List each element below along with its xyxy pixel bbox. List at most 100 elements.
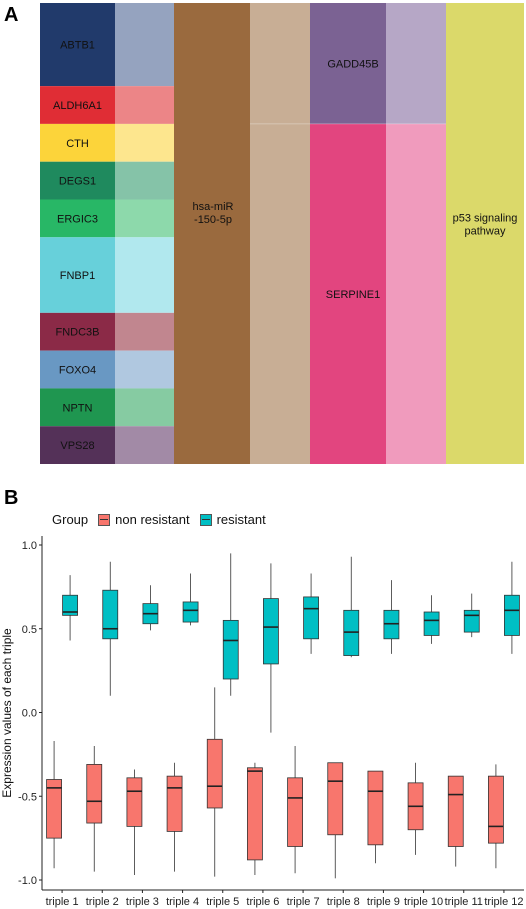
gene-block-ergic3	[40, 199, 115, 238]
box-body	[263, 598, 279, 665]
gene-block-vps28	[40, 426, 115, 464]
box-non-resistant-triple-2	[86, 746, 103, 872]
gene-link-vps28	[115, 426, 174, 464]
box-non-resistant-triple-5	[206, 687, 223, 877]
y-tick-label: -1.0	[18, 875, 37, 887]
legend-label-resistant: resistant	[216, 512, 266, 527]
gene-link-degs1	[115, 161, 174, 200]
box-resistant-triple-3	[142, 585, 159, 631]
y-tick-label: -0.5	[18, 791, 37, 803]
box-non-resistant-triple-3	[126, 769, 143, 875]
pathway-label: p53 signaling pathway	[453, 213, 518, 238]
boxplot-chart: -1.0 -0.5 0.0 0.5 1.0 Expression values of ea…	[0, 536, 524, 908]
mirna-link-gadd45b	[250, 3, 310, 124]
box-resistant-triple-6	[263, 563, 279, 733]
gene-link-nptn	[115, 388, 174, 427]
gene-label-nptn: NPTN	[63, 402, 93, 414]
x-tick-label-triple-1: triple 1	[46, 896, 79, 908]
pathway-block	[446, 3, 524, 464]
gene-label-cth: CTH	[66, 138, 89, 150]
x-tick-label-triple-11: triple 11	[445, 896, 483, 908]
box-resistant-triple-10	[423, 595, 440, 644]
gene-block-fnbp1	[40, 237, 115, 313]
box-body	[303, 596, 319, 640]
box-body	[287, 777, 303, 847]
x-tick-label-triple-2: triple 2	[86, 896, 119, 908]
box-body	[463, 609, 480, 633]
box-resistant-triple-2	[102, 561, 119, 696]
box-resistant-triple-12	[504, 561, 520, 654]
box-resistant-triple-5	[222, 553, 239, 696]
box-body	[182, 601, 199, 623]
box-body	[126, 777, 143, 827]
gene-label-foxo4: FOXO4	[59, 365, 96, 377]
x-tick-label-triple-6: triple 6	[246, 896, 279, 908]
legend: Group non resistant resistant	[52, 512, 266, 527]
gene-label-fndc3b: FNDC3B	[55, 327, 99, 339]
gene-link-cth	[115, 123, 174, 162]
x-tick-label-triple-5: triple 5	[206, 896, 239, 908]
box-resistant-triple-11	[463, 593, 480, 638]
mirna-label: hsa-miR -150-5p	[193, 201, 234, 226]
box-non-resistant-triple-6	[247, 762, 263, 875]
gene-label-aldh6a1: ALDH6A1	[53, 100, 102, 112]
gene-block-foxo4	[40, 350, 115, 389]
mirna-link-serpine1	[250, 123, 310, 464]
legend-title: Group	[52, 512, 89, 527]
panel-a-letter: A	[4, 4, 19, 26]
x-tick-label-triple-3: triple 3	[126, 896, 159, 908]
gene-link-abtb1	[115, 3, 174, 87]
gene-link-aldh6a1	[115, 86, 174, 124]
box-body	[488, 775, 504, 844]
gene-link-fndc3b	[115, 312, 174, 351]
x-tick-label-triple-9: triple 9	[367, 896, 400, 908]
box-body	[206, 738, 223, 809]
box-resistant-triple-7	[303, 573, 319, 654]
legend-label-non-resistant: non resistant	[115, 512, 190, 527]
box-body	[86, 764, 103, 824]
gene-block-nptn	[40, 388, 115, 427]
box-non-resistant-triple-1	[46, 740, 62, 869]
box-non-resistant-triple-10	[407, 762, 424, 855]
box-body	[102, 589, 119, 640]
gene-label-abtb1: ABTB1	[60, 40, 95, 52]
gene-block-cth	[40, 123, 115, 162]
gene-block-aldh6a1	[40, 86, 115, 124]
box-non-resistant-triple-12	[488, 764, 504, 869]
box-non-resistant-triple-8	[327, 762, 344, 879]
box-resistant-triple-1	[62, 575, 78, 641]
box-non-resistant-triple-7	[287, 746, 303, 874]
box-body	[62, 594, 78, 616]
target-label-serpine1: SERPINE1	[326, 289, 380, 301]
gene-block-fndc3b	[40, 312, 115, 351]
x-tick-label-triple-10: triple 10	[404, 896, 443, 908]
box-resistant-triple-4	[182, 573, 199, 626]
y-tick-label: 0.5	[22, 624, 37, 636]
box-non-resistant-triple-11	[447, 775, 464, 867]
panel-b-letter: B	[4, 487, 19, 509]
legend-swatch-non-resistant	[98, 513, 111, 526]
box-body	[383, 609, 400, 640]
box-body	[343, 609, 360, 656]
target-link-serpine1	[386, 123, 446, 464]
box-body	[247, 767, 263, 861]
box-resistant-triple-9	[383, 580, 400, 654]
gene-label-vps28: VPS28	[60, 440, 94, 452]
target-block-serpine1	[310, 123, 386, 464]
box-body	[46, 779, 62, 839]
sankey-diagram: ABTB1 ALDH6A1 CTH DEGS1 ERGIC3 FNBP1 FNDC3B FOX…	[40, 3, 524, 464]
box-body	[166, 775, 183, 832]
gene-label-fnbp1: FNBP1	[60, 270, 95, 282]
box-resistant-triple-8	[343, 556, 360, 658]
gene-link-ergic3	[115, 199, 174, 238]
box-non-resistant-triple-9	[367, 770, 384, 864]
mirna-block	[174, 3, 250, 464]
target-link-gadd45b	[386, 3, 446, 124]
legend-swatch-resistant	[199, 513, 212, 526]
x-tick-label-triple-7: triple 7	[287, 896, 320, 908]
box-body	[222, 619, 239, 680]
y-axis-label: Expression values of each triple	[0, 628, 14, 798]
box-body	[367, 770, 384, 846]
target-label-gadd45b: GADD45B	[327, 58, 378, 70]
gene-block-abtb1	[40, 3, 115, 87]
